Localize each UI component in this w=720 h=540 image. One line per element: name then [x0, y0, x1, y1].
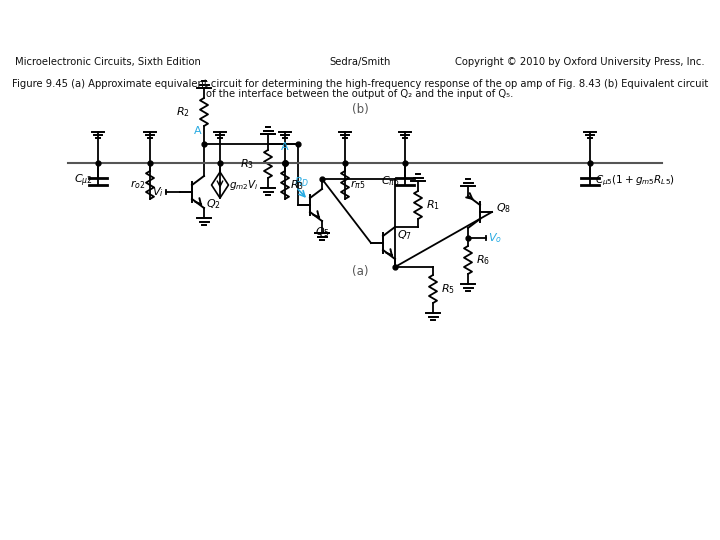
Text: (a): (a)	[352, 266, 368, 279]
Text: $R_1$: $R_1$	[426, 198, 440, 212]
Text: A: A	[194, 126, 202, 136]
Text: $R_5$: $R_5$	[441, 282, 455, 296]
Text: A: A	[282, 142, 289, 152]
Text: $R_3$: $R_3$	[290, 178, 304, 192]
Text: $r_{o2}$: $r_{o2}$	[130, 179, 145, 191]
Text: $V_o$: $V_o$	[488, 231, 502, 245]
Text: Microelectronic Circuits, Sixth Edition: Microelectronic Circuits, Sixth Edition	[15, 57, 201, 67]
Text: $C_{\pi 5}$: $C_{\pi 5}$	[382, 174, 400, 188]
Text: $R_D$: $R_D$	[294, 175, 310, 189]
Text: of the interface between the output of Q₂ and the input of Q₅.: of the interface between the output of Q…	[207, 89, 513, 99]
Text: Sedra/Smith: Sedra/Smith	[329, 57, 391, 67]
Text: $C_{\mu 2}$: $C_{\mu 2}$	[74, 173, 93, 189]
Text: Copyright © 2010 by Oxford University Press, Inc.: Copyright © 2010 by Oxford University Pr…	[455, 57, 705, 67]
Text: $r_{\pi 5}$: $r_{\pi 5}$	[350, 179, 366, 191]
Text: Figure 9.45 (a) Approximate equivalent circuit for determining the high-frequenc: Figure 9.45 (a) Approximate equivalent c…	[12, 79, 708, 89]
Text: $C_{\mu 5}(1+g_{m5}R_{L5})$: $C_{\mu 5}(1+g_{m5}R_{L5})$	[595, 174, 675, 188]
Text: $Q_2$: $Q_2$	[206, 197, 221, 211]
Text: $R_2$: $R_2$	[176, 105, 190, 119]
Text: $R_3$: $R_3$	[240, 157, 254, 171]
Text: $Q_7$: $Q_7$	[397, 228, 412, 242]
Text: $g_{m2}V_i$: $g_{m2}V_i$	[229, 178, 258, 192]
Text: $R_6$: $R_6$	[476, 253, 490, 267]
Text: $V_i$: $V_i$	[153, 185, 164, 199]
Text: $Q_5$: $Q_5$	[315, 225, 330, 239]
Text: (b): (b)	[351, 104, 369, 117]
Text: $Q_8$: $Q_8$	[496, 201, 511, 215]
